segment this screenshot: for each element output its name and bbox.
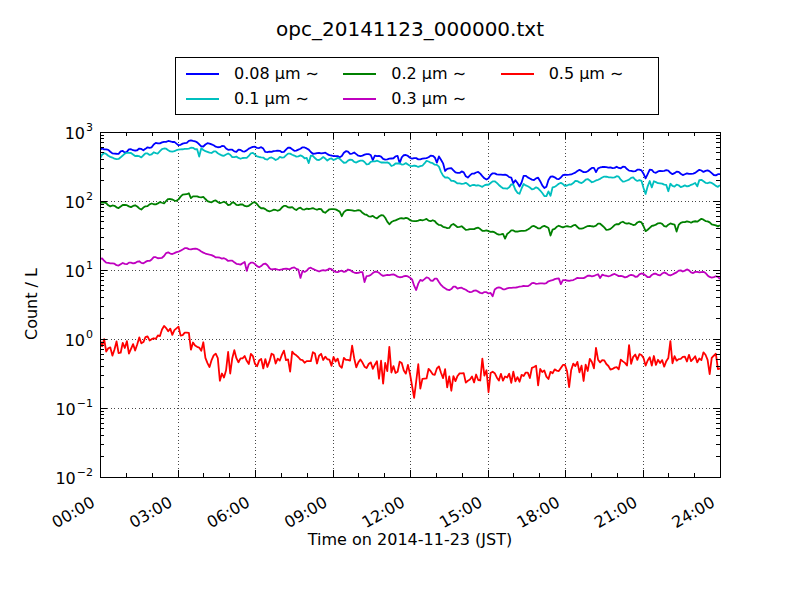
legend-line-0.2um (343, 73, 376, 75)
y-tick-label: 103 (65, 122, 93, 142)
y-tick-label: 102 (65, 191, 93, 211)
axes-spines (101, 132, 721, 477)
y-tick-label: 10−2 (55, 467, 93, 487)
chart-title: opc_20141123_000000.txt (276, 17, 544, 41)
legend-entry: 0.3 μm ∼ (343, 86, 500, 111)
legend-line-0.08um (186, 73, 219, 75)
series-line-0.3um (100, 248, 720, 296)
x-tick-label: 24:00 (669, 493, 718, 533)
legend-line-0.5um (501, 73, 534, 75)
x-tick-label: 15:00 (436, 493, 485, 533)
series-lines (100, 140, 720, 397)
grid (100, 132, 720, 477)
legend-label: 0.2 μm ∼ (391, 64, 466, 83)
legend-entry: 0.5 μm ∼ (501, 61, 658, 86)
x-tick-labels: 00:00 03:00 06:00 09:00 12:00 15:00 18:00 21:00… (49, 493, 718, 533)
x-tick-label: 18:00 (514, 493, 563, 533)
legend-label: 0.1 μm ∼ (234, 89, 309, 108)
y-axis-label: Count / L (22, 268, 41, 340)
legend-entry: 0.1 μm ∼ (186, 86, 343, 111)
x-tick-label: 06:00 (204, 493, 253, 533)
y-tick-label: 101 (65, 260, 93, 280)
x-tick-label: 03:00 (126, 493, 175, 533)
x-axis-label: Time on 2014-11-23 (JST) (308, 530, 512, 549)
legend-label: 0.08 μm ∼ (234, 64, 319, 83)
figure: 00:00 03:00 06:00 09:00 12:00 15:00 18:00 21:00… (0, 0, 800, 600)
legend-entry: 0.08 μm ∼ (186, 61, 343, 86)
legend: 0.08 μm ∼ 0.1 μm ∼ 0.2 μm ∼ 0.3 μm ∼ 0.5… (175, 57, 659, 115)
series-line-0.1um (100, 148, 720, 196)
series-line-0.5um (100, 326, 720, 398)
y-tick-label: 10−1 (55, 398, 93, 418)
y-tick-label: 100 (65, 329, 93, 349)
legend-line-0.3um (343, 98, 376, 100)
legend-label: 0.5 μm ∼ (549, 64, 624, 83)
series-line-0.2um (100, 193, 720, 238)
x-tick-label: 00:00 (49, 493, 98, 533)
x-tick-label: 09:00 (281, 493, 330, 533)
x-tick-label: 12:00 (359, 493, 408, 533)
legend-line-0.1um (186, 98, 219, 100)
legend-label: 0.3 μm ∼ (391, 89, 466, 108)
x-tick-label: 21:00 (591, 493, 640, 533)
legend-entry: 0.2 μm ∼ (343, 61, 500, 86)
